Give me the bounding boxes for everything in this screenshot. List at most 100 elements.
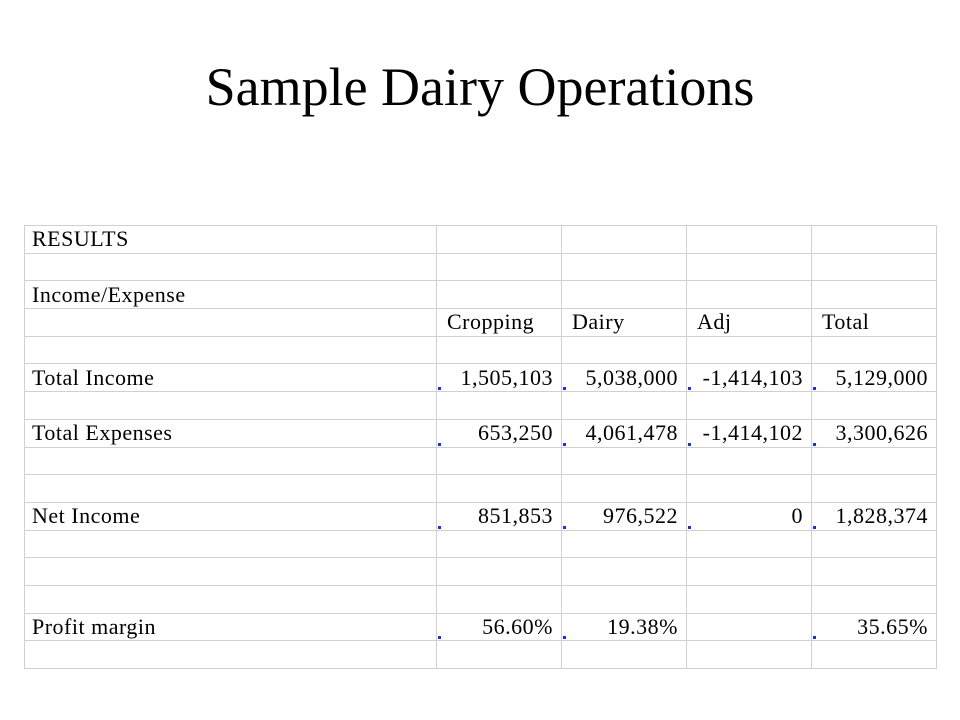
value-cell[interactable] — [436, 640, 562, 669]
value-cell[interactable] — [436, 557, 562, 586]
value-cell[interactable] — [561, 584, 687, 614]
row-label-cell[interactable]: Net Income — [24, 501, 437, 531]
value-cell[interactable]: 5,038,000 — [561, 363, 687, 393]
row-label-cell[interactable]: Profit margin — [24, 612, 437, 642]
value-cell[interactable] — [436, 252, 562, 282]
value-cell[interactable] — [811, 225, 937, 254]
value-cell[interactable] — [686, 252, 812, 282]
value-cell[interactable] — [686, 225, 812, 254]
value-cell[interactable] — [686, 584, 812, 614]
cell-note-marker-icon — [438, 387, 441, 391]
table-row — [24, 446, 937, 476]
table-row — [24, 529, 937, 559]
row-label-cell[interactable] — [24, 584, 437, 614]
value-cell[interactable] — [811, 640, 937, 669]
value-cell[interactable] — [686, 391, 812, 420]
value-cell[interactable] — [561, 529, 687, 559]
value-cell[interactable] — [811, 335, 937, 365]
column-header-text: Total — [822, 309, 870, 335]
value-cell[interactable] — [686, 335, 812, 365]
value-cell[interactable] — [436, 529, 562, 559]
value-cell[interactable] — [561, 474, 687, 503]
value-cell[interactable]: 0 — [686, 501, 812, 531]
value-cell[interactable] — [436, 584, 562, 614]
value-cell[interactable]: 19.38% — [561, 612, 687, 642]
cell-value: 653,250 — [478, 420, 553, 446]
value-cell[interactable] — [561, 252, 687, 282]
value-cell[interactable] — [561, 640, 687, 669]
value-cell[interactable] — [686, 474, 812, 503]
row-label-cell[interactable]: Total Income — [24, 363, 437, 393]
value-cell[interactable]: 5,129,000 — [811, 363, 937, 393]
slide-title: Sample Dairy Operations — [205, 57, 755, 117]
value-cell[interactable]: 1,505,103 — [436, 363, 562, 393]
value-cell[interactable] — [436, 391, 562, 420]
value-cell[interactable] — [811, 584, 937, 614]
value-cell[interactable]: 4,061,478 — [561, 418, 687, 448]
cell-value: 4,061,478 — [585, 420, 678, 446]
row-label-cell[interactable]: RESULTS — [24, 225, 437, 254]
value-cell[interactable] — [811, 280, 937, 310]
row-label-cell[interactable] — [24, 391, 437, 420]
value-cell[interactable] — [686, 280, 812, 310]
value-cell[interactable] — [436, 280, 562, 310]
cell-value: 1,828,374 — [835, 503, 928, 529]
row-label-cell[interactable]: Total Expenses — [24, 418, 437, 448]
value-cell[interactable] — [561, 280, 687, 310]
value-cell[interactable] — [686, 446, 812, 476]
row-label-cell[interactable] — [24, 252, 437, 282]
value-cell[interactable] — [436, 474, 562, 503]
cell-note-marker-icon — [438, 442, 441, 446]
cell-value: 5,129,000 — [835, 364, 928, 390]
value-cell[interactable] — [561, 335, 687, 365]
value-cell[interactable]: 976,522 — [561, 501, 687, 531]
row-label-cell[interactable] — [24, 529, 437, 559]
table-row — [24, 252, 937, 282]
table-row: Net Income 851,853 976,522 0 1,828,374 — [24, 501, 937, 531]
column-header-cell[interactable]: Cropping — [436, 308, 562, 337]
value-cell[interactable]: 35.65% — [811, 612, 937, 642]
row-label-cell[interactable] — [24, 308, 437, 337]
row-label-cell[interactable] — [24, 446, 437, 476]
value-cell[interactable]: 1,828,374 — [811, 501, 937, 531]
cell-value: 3,300,626 — [835, 420, 928, 446]
value-cell[interactable]: 851,853 — [436, 501, 562, 531]
row-label-cell[interactable] — [24, 335, 437, 365]
value-cell[interactable] — [811, 252, 937, 282]
row-label-cell[interactable] — [24, 474, 437, 503]
value-cell[interactable] — [811, 391, 937, 420]
value-cell[interactable] — [686, 640, 812, 669]
row-label-cell[interactable]: Income/Expense — [24, 280, 437, 310]
table-row — [24, 584, 937, 614]
value-cell[interactable] — [686, 612, 812, 642]
value-cell[interactable]: -1,414,103 — [686, 363, 812, 393]
value-cell[interactable] — [811, 446, 937, 476]
cell-note-marker-icon — [688, 387, 691, 391]
value-cell[interactable] — [436, 225, 562, 254]
value-cell[interactable] — [811, 474, 937, 503]
column-header-cell[interactable]: Total — [811, 308, 937, 337]
value-cell[interactable] — [436, 335, 562, 365]
table-row: Profit margin 56.60% 19.38% 35.65% — [24, 612, 937, 642]
value-cell[interactable] — [811, 557, 937, 586]
column-header-cell[interactable]: Adj — [686, 308, 812, 337]
row-label-cell[interactable] — [24, 640, 437, 669]
value-cell[interactable] — [686, 529, 812, 559]
value-cell[interactable] — [561, 557, 687, 586]
column-header-text: Dairy — [572, 309, 625, 335]
value-cell[interactable]: 653,250 — [436, 418, 562, 448]
value-cell[interactable] — [561, 391, 687, 420]
column-header-cell[interactable]: Dairy — [561, 308, 687, 337]
row-label-cell[interactable] — [24, 557, 437, 586]
value-cell[interactable] — [436, 446, 562, 476]
table-row: Total Expenses 653,250 4,061,478 -1,414,102… — [24, 418, 937, 448]
value-cell[interactable] — [561, 446, 687, 476]
value-cell[interactable] — [811, 529, 937, 559]
value-cell[interactable]: 3,300,626 — [811, 418, 937, 448]
value-cell[interactable] — [561, 225, 687, 254]
table-row: RESULTS — [24, 225, 937, 254]
value-cell[interactable]: -1,414,102 — [686, 418, 812, 448]
value-cell[interactable]: 56.60% — [436, 612, 562, 642]
value-cell[interactable] — [686, 557, 812, 586]
